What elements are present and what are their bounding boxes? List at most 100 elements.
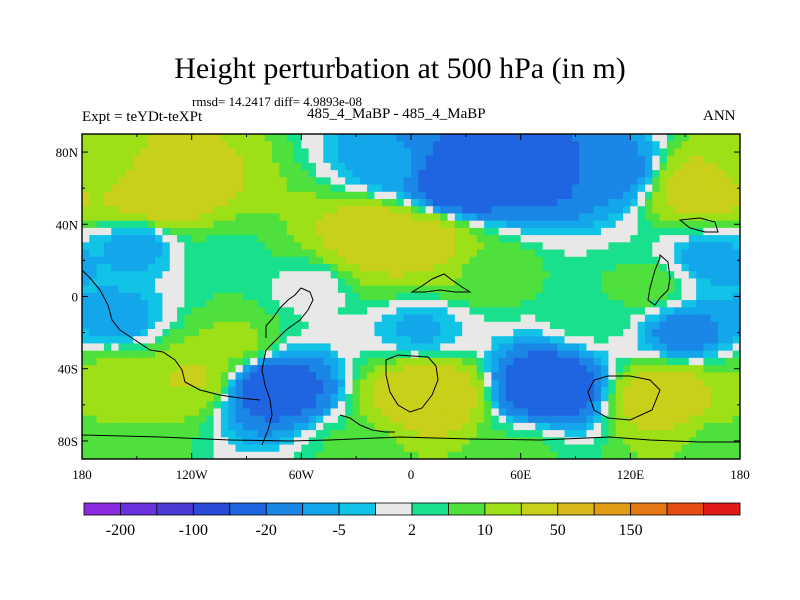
field-cell [184,437,193,446]
field-cell [396,278,405,287]
field-cell [315,235,324,243]
field-cell [125,170,134,178]
field-cell [191,350,200,359]
field-cell [89,336,98,345]
field-cell [125,314,134,323]
field-cell [579,430,588,438]
field-cell [696,394,705,402]
field-cell [608,350,617,359]
field-cell [133,321,142,330]
field-cell [637,184,646,193]
field-cell [381,213,390,222]
field-cell [454,300,463,308]
field-cell [367,191,376,200]
field-cell [359,437,368,446]
field-cell [162,134,171,142]
field-cell [220,285,229,294]
field-cell [242,141,251,150]
field-cell [506,336,514,345]
field-cell [535,242,544,251]
field-cell [506,199,514,207]
field-cell [337,372,346,381]
field-cell [89,177,98,186]
field-cell [220,350,229,359]
field-cell [542,170,551,178]
field-cell [155,321,164,330]
field-cell [140,285,149,294]
field-cell [89,451,98,459]
field-cell [345,249,354,258]
field-cell [579,199,588,207]
field-cell [308,285,317,294]
field-cell [630,199,639,207]
colorbar-swatch [630,502,668,516]
field-cell [520,365,529,373]
field-cell [82,394,90,402]
field-cell [125,408,134,417]
field-cell [571,365,580,373]
field-cell [513,213,522,222]
field-cell [696,271,705,280]
field-cell [308,292,317,301]
field-cell [571,321,580,330]
field-cell [447,162,456,171]
field-cell [228,264,237,272]
field-cell [389,155,397,164]
field-cell [198,321,207,330]
field-cell [440,451,449,459]
field-cell [367,155,376,164]
field-cell [688,336,697,345]
field-cell [564,249,573,258]
field-cell [425,177,434,186]
field-cell [352,329,361,337]
field-cell [198,451,207,459]
field-cell [601,271,609,280]
field-cell [593,155,602,164]
field-cell [279,444,288,453]
field-cell [103,314,112,323]
field-cell [564,141,573,150]
field-cell [688,350,697,359]
field-cell [323,134,332,142]
field-cell [615,437,624,446]
colorbar-swatch [666,502,704,516]
x-tick-label: 180 [72,467,92,482]
field-cell [484,271,493,280]
field-cell [250,213,259,222]
field-cell [103,177,112,186]
field-cell [191,394,200,402]
field-cell [513,220,522,229]
field-cell [579,372,588,381]
field-cell [440,264,449,272]
coastline-greenland [339,414,395,433]
field-cell [389,444,397,453]
field-cell [440,422,449,431]
field-cell [498,307,507,316]
field-cell [586,386,595,395]
field-cell [323,386,332,395]
field-cell [688,134,697,142]
field-cell [652,227,661,236]
field-cell [601,437,609,446]
field-cell [630,213,639,222]
field-cell [147,350,156,359]
field-cell [542,451,551,459]
field-cell [527,401,536,410]
field-cell [242,264,251,272]
field-cell [242,227,251,236]
field-cell [103,329,112,337]
field-cell [549,379,558,388]
field-cell [418,292,427,301]
colorbar-swatch [411,502,449,516]
field-cell [476,372,485,381]
field-cell [250,444,259,453]
field-cell [337,350,346,359]
field-cell [623,394,631,402]
field-cell [367,422,376,431]
field-cell [498,372,507,381]
field-cell [155,177,164,186]
field-cell [389,256,397,265]
field-cell [674,401,683,410]
field-cell [718,444,726,453]
